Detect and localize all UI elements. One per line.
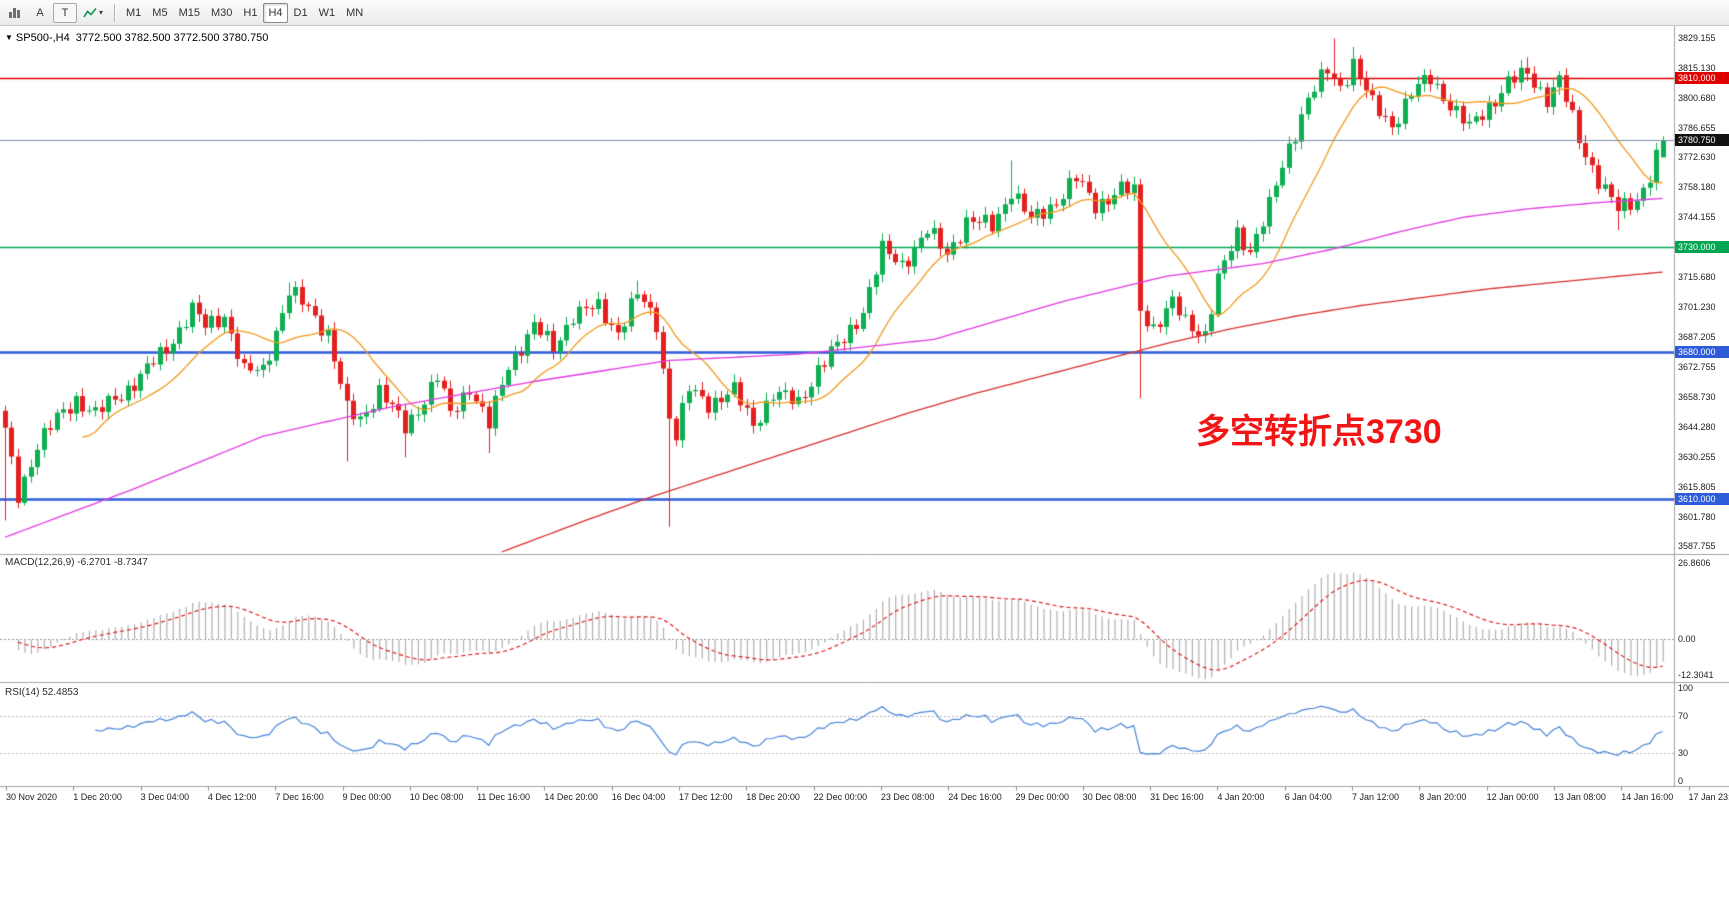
time-axis-label: 30 Nov 2020 xyxy=(6,792,58,802)
time-axis-label: 7 Jan 12:00 xyxy=(1352,792,1400,802)
price-axis-label: 3687.205 xyxy=(1678,331,1716,342)
rsi-axis-label: 70 xyxy=(1678,710,1689,721)
time-axis-label: 14 Jan 16:00 xyxy=(1621,792,1674,802)
time-axis-label: 7 Dec 16:00 xyxy=(275,792,324,802)
symbol-dropdown-icon[interactable]: ▼ xyxy=(5,33,13,42)
time-axis-label: 8 Jan 20:00 xyxy=(1419,792,1467,802)
time-axis-label: 13 Jan 08:00 xyxy=(1553,792,1606,802)
time-axis-label: 31 Dec 16:00 xyxy=(1150,792,1204,802)
time-axis-label: 10 Dec 08:00 xyxy=(409,792,464,802)
price-axis-label: 3772.630 xyxy=(1678,152,1716,163)
toolbar-separator xyxy=(114,3,116,22)
price-badge-3810.000: 3810.000 xyxy=(1675,72,1729,85)
timeframe-button-m30[interactable]: M30 xyxy=(206,3,237,23)
annotation-text: 多空转折点3730 xyxy=(1196,413,1442,451)
price-axis-label: 3658.730 xyxy=(1678,391,1716,402)
time-axis-label: 1 Dec 20:00 xyxy=(73,792,122,802)
time-axis-label: 6 Jan 04:00 xyxy=(1284,792,1332,802)
timeframe-button-mn[interactable]: MN xyxy=(341,3,368,23)
template-button[interactable]: T xyxy=(53,2,77,23)
chart-title-symbol: SP500-,H4 xyxy=(15,32,70,44)
time-axis-label: 16 Dec 04:00 xyxy=(611,792,666,802)
price-badge-3680.000: 3680.000 xyxy=(1675,346,1729,359)
caret-down-icon: ▾ xyxy=(99,8,104,17)
macd-axis-label: -12.3041 xyxy=(1678,669,1714,680)
line-chart-icon xyxy=(83,7,97,17)
time-axis-label: 23 Dec 08:00 xyxy=(880,792,935,802)
price-axis-label: 3715.680 xyxy=(1678,271,1716,282)
price-axis-label: 3587.755 xyxy=(1678,541,1716,552)
time-axis-label: 29 Dec 00:00 xyxy=(1015,792,1070,802)
timeframe-button-m15[interactable]: M15 xyxy=(174,3,205,23)
time-axis-label: 3 Dec 04:00 xyxy=(140,792,190,802)
time-axis-label: 17 Dec 12:00 xyxy=(679,792,733,802)
price-axis-label: 3815.130 xyxy=(1678,62,1716,73)
time-axis-label: 4 Dec 12:00 xyxy=(207,792,257,802)
rsi-axis-label: 0 xyxy=(1678,776,1684,786)
price-axis-label: 3601.780 xyxy=(1678,511,1716,522)
price-axis-label: 3744.155 xyxy=(1678,212,1716,222)
price-axis-label: 3758.180 xyxy=(1678,182,1716,193)
price-axis-label: 3786.655 xyxy=(1678,122,1716,133)
price-badge-3610.000: 3610.000 xyxy=(1675,493,1729,506)
time-axis-label: 24 Dec 16:00 xyxy=(948,792,1002,802)
macd-axis-label: 0.00 xyxy=(1678,634,1696,645)
rsi-label: RSI(14) 52.4853 xyxy=(5,687,79,698)
time-axis-label: 12 Jan 00:00 xyxy=(1486,792,1539,802)
bar-chart-icon xyxy=(9,8,20,18)
time-axis-label: 9 Dec 00:00 xyxy=(342,792,392,802)
price-axis-label: 3829.155 xyxy=(1678,33,1716,44)
timeframe-button-h4[interactable]: H4 xyxy=(263,2,288,23)
price-axis-label: 3672.755 xyxy=(1678,362,1716,373)
price-axis-label: 3615.805 xyxy=(1678,482,1716,493)
time-axis-label: 11 Dec 16:00 xyxy=(477,792,530,802)
price-axis-label: 3644.280 xyxy=(1678,422,1716,433)
macd-axis-label: 26.8606 xyxy=(1678,557,1711,568)
timeframe-button-w1[interactable]: W1 xyxy=(314,3,341,23)
timeframe-button-h1[interactable]: H1 xyxy=(238,3,262,23)
rsi-axis-label: 30 xyxy=(1678,748,1689,759)
time-axis-label: 22 Dec 00:00 xyxy=(813,792,868,802)
toolbar: A T ▾ M1 M5 M15 M30 H1 H4 D1 W1 MN xyxy=(0,0,1729,26)
rsi-axis-label: 100 xyxy=(1678,683,1694,693)
price-axis-label: 3701.230 xyxy=(1678,302,1716,313)
time-axis-label: 17 Jan 23:00 xyxy=(1688,792,1729,802)
auto-scroll-button[interactable]: A xyxy=(28,3,52,23)
timeframe-button-m5[interactable]: M5 xyxy=(147,3,172,23)
timeframe-button-m1[interactable]: M1 xyxy=(121,3,146,23)
price-badge-3780.750: 3780.750 xyxy=(1675,133,1729,146)
bar-chart-icon-button[interactable] xyxy=(3,3,27,23)
time-axis-label: 4 Jan 20:00 xyxy=(1217,792,1265,802)
chart-title: ▼ SP500-,H4 3772.500 3782.500 3772.500 378… xyxy=(5,32,268,44)
time-axis-label: 18 Dec 20:00 xyxy=(746,792,800,802)
price-axis-label: 3800.680 xyxy=(1678,93,1716,104)
macd-label: MACD(12,26,9) -6.2701 -8.7347 xyxy=(5,557,148,568)
timeframe-button-d1[interactable]: D1 xyxy=(289,3,313,23)
time-axis-label: 14 Dec 20:00 xyxy=(544,792,598,802)
price-axis-label: 3630.255 xyxy=(1678,451,1716,462)
timeframe-group: M1 M5 M15 M30 H1 H4 D1 W1 MN xyxy=(121,2,368,23)
price-badge-3730.000: 3730.000 xyxy=(1675,240,1729,253)
time-axis-label: 30 Dec 08:00 xyxy=(1082,792,1137,802)
chart-type-dropdown-button[interactable]: ▾ xyxy=(78,3,108,23)
chart-title-ohlc: 3772.500 3782.500 3772.500 3780.750 xyxy=(75,32,269,44)
